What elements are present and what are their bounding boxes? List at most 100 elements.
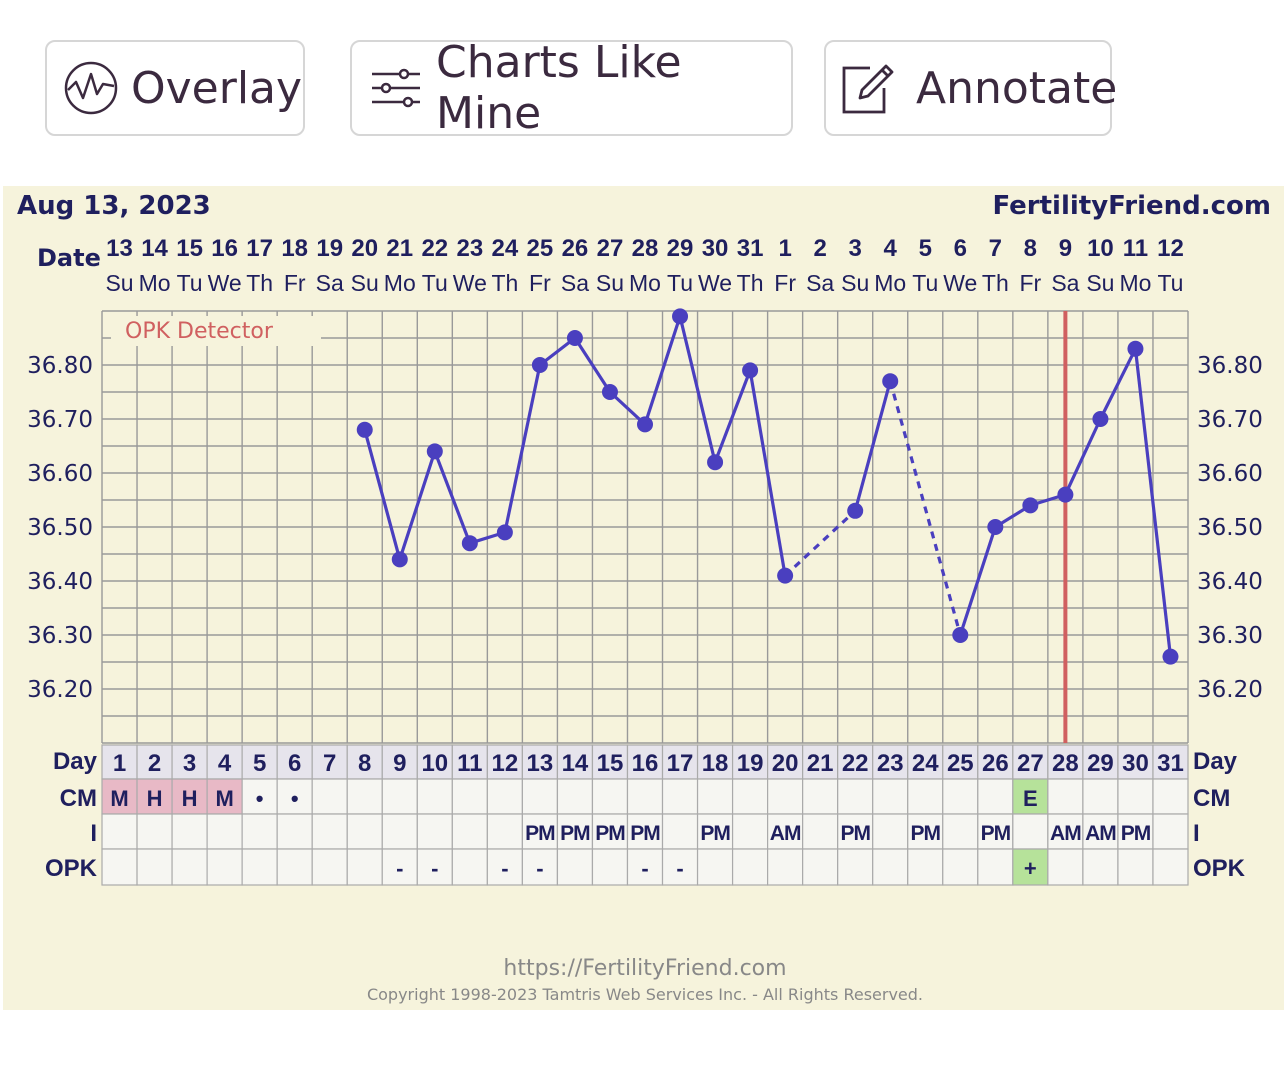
cm-value: • (256, 786, 264, 811)
table-cell (802, 778, 839, 815)
table-cell (1117, 813, 1154, 850)
weekday-label: Fr (284, 270, 306, 296)
weekday-label: Su (841, 270, 869, 296)
temp-point (707, 454, 724, 471)
opk-value: - (501, 856, 508, 881)
cycle-day-label: 23 (877, 750, 904, 777)
table-cell (696, 848, 734, 886)
table-cell (1012, 778, 1049, 815)
temp-point (672, 308, 689, 325)
table-cell (696, 744, 734, 780)
opk-value: - (676, 856, 683, 881)
table-cell (451, 848, 488, 886)
table-cell (416, 848, 453, 886)
table-cell (171, 848, 208, 886)
cm-row-label-right: CM (1193, 785, 1230, 812)
table-cell (486, 778, 523, 815)
date-label: 29 (667, 235, 694, 262)
overlay-button[interactable]: Overlay (45, 40, 305, 136)
table-cell (661, 848, 699, 886)
cycle-day-label: 28 (1052, 750, 1079, 777)
weekday-label: Tu (1157, 270, 1183, 296)
table-cell (136, 848, 173, 886)
cycle-day-label: 14 (562, 750, 589, 777)
table-cell (241, 813, 278, 850)
sliders-icon (368, 60, 424, 116)
y-tick-label-left: 36.50 (27, 515, 93, 541)
cycle-day-label: 22 (842, 750, 869, 777)
table-cell (101, 744, 138, 780)
date-label: 19 (316, 235, 343, 262)
annotate-label: Annotate (916, 62, 1118, 114)
table-cell (977, 778, 1014, 815)
table-cell (311, 813, 348, 850)
annotate-button[interactable]: Annotate (824, 40, 1117, 136)
date-label: 15 (176, 235, 203, 262)
date-label: 25 (527, 235, 554, 262)
table-cell (556, 848, 594, 886)
weekday-label: Sa (316, 270, 344, 296)
date-label: 26 (562, 235, 589, 262)
date-label: 10 (1087, 235, 1114, 262)
temp-point (1162, 648, 1179, 665)
cycle-day-label: 4 (218, 750, 232, 777)
cycle-day-label: 27 (1017, 750, 1044, 777)
cycle-day-label: 31 (1157, 750, 1184, 777)
table-cell (661, 813, 699, 850)
temp-point (742, 362, 759, 379)
table-cell (521, 778, 559, 815)
table-cell (171, 744, 208, 780)
table-cell (416, 778, 453, 815)
table-cell (1012, 744, 1049, 780)
date-label: 17 (246, 235, 273, 262)
table-cell (591, 848, 629, 886)
cycle-day-label: 7 (323, 750, 336, 777)
weekday-label: Mo (139, 270, 171, 296)
temp-line-dashed (784, 509, 857, 577)
weekday-label: Fr (774, 270, 796, 296)
weekday-label: Tu (912, 270, 938, 296)
table-cell (767, 848, 804, 886)
temp-line-dashed (888, 380, 962, 636)
y-tick-label-right: 36.60 (1197, 461, 1263, 487)
charts-like-mine-label: Charts Like Mine (436, 37, 682, 139)
date-label: 28 (632, 235, 659, 262)
charts-like-mine-button[interactable]: Charts Like Mine (350, 37, 793, 139)
temp-line-segment (748, 370, 787, 576)
edit-square-icon (840, 60, 896, 116)
temp-line-segment (398, 450, 437, 560)
table-cell (136, 813, 173, 850)
weekday-label: Mo (1119, 270, 1151, 296)
intercourse-value: PM (560, 822, 590, 845)
date-label: 11 (1123, 235, 1148, 262)
y-tick-label-right: 36.80 (1197, 353, 1263, 379)
table-cell (381, 848, 418, 886)
cm-value: H (182, 786, 198, 811)
y-tick-label-right: 36.50 (1197, 515, 1263, 541)
date-label: 24 (492, 235, 519, 262)
cm-value: E (1023, 786, 1038, 811)
table-cell (942, 813, 979, 850)
intercourse-value: PM (595, 822, 625, 845)
opk-detector-bg (111, 316, 321, 346)
weekday-label: Tu (422, 270, 448, 296)
chart-title: Aug 13, 2023 (17, 191, 211, 221)
y-tick-label-right: 36.70 (1197, 407, 1263, 433)
table-cell (907, 813, 944, 850)
opk-row-label-right: OPK (1193, 855, 1246, 882)
date-label: 5 (919, 235, 932, 262)
y-tick-label-left: 36.60 (27, 461, 93, 487)
table-cell (311, 848, 348, 886)
table-cell (346, 848, 383, 886)
cycle-day-label: 5 (253, 750, 266, 777)
table-cell (1152, 744, 1189, 780)
cycle-day-label: 26 (982, 750, 1009, 777)
weekday-label: We (453, 270, 487, 296)
weekday-label: Th (246, 270, 273, 296)
date-label: 20 (351, 235, 378, 262)
date-label: 23 (456, 235, 483, 262)
date-label: 2 (813, 235, 826, 262)
cycle-day-label: 18 (702, 750, 729, 777)
table-cell (802, 848, 839, 886)
